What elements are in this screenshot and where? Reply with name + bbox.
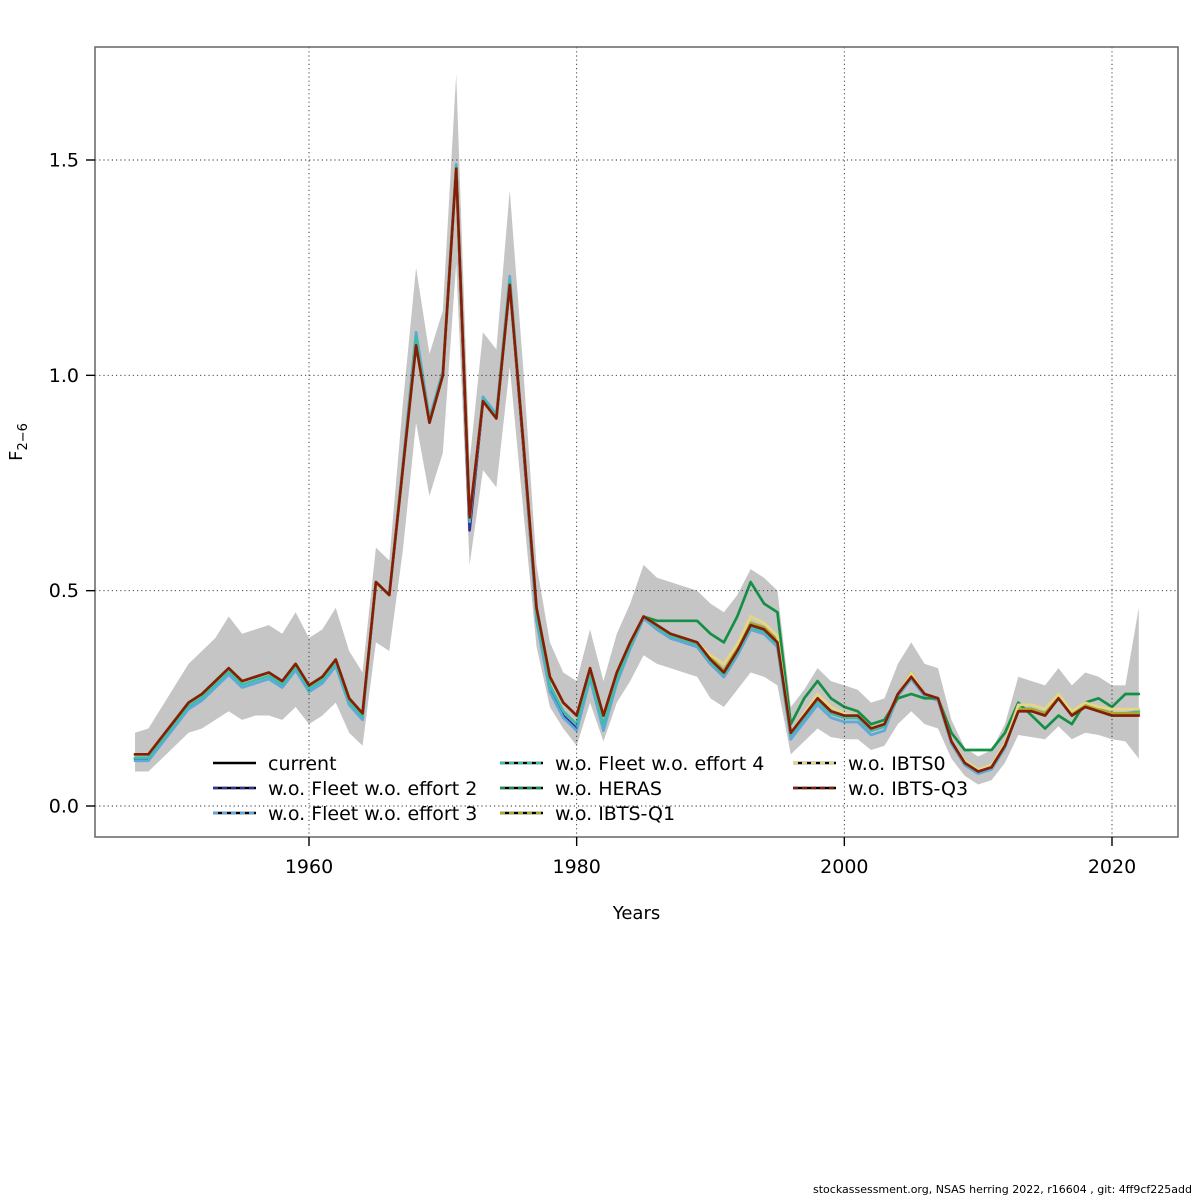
x-tick-label-1960: 1960: [285, 856, 333, 878]
legend-item-w-o-ibts-q1: w.o. IBTS-Q1: [500, 803, 675, 825]
legend-label: w.o. HERAS: [555, 778, 662, 800]
confidence-band: [135, 73, 1139, 785]
legend-item-current: current: [213, 753, 337, 775]
legend-item-w-o-ibts0: w.o. IBTS0: [793, 753, 946, 775]
y-tick-label-1.5: 1.5: [49, 149, 79, 171]
gridlines: [95, 47, 1178, 837]
x-tick-label-2020: 2020: [1088, 856, 1136, 878]
legend-item-w-o-heras: w.o. HERAS: [500, 778, 662, 800]
x-tick-label-2000: 2000: [820, 856, 868, 878]
y-tick-label-0.0: 0.0: [49, 796, 79, 818]
legend-item-w-o-fleet-w-o-effort-2: w.o. Fleet w.o. effort 2: [213, 778, 477, 800]
legend-label: w.o. IBTS-Q1: [555, 803, 675, 825]
legend-label: current: [268, 753, 337, 775]
y-tick-label-1.0: 1.0: [49, 365, 79, 387]
y-tick-label-0.5: 0.5: [49, 580, 79, 602]
legend-label: w.o. Fleet w.o. effort 2: [268, 778, 477, 800]
y-axis-title: F2−6: [6, 423, 31, 461]
legend-item-w-o-fleet-w-o-effort-4: w.o. Fleet w.o. effort 4: [500, 753, 764, 775]
legend: current w.o. Fleet w.o. effort 2 w.o. Flee…: [213, 753, 968, 825]
legend-label: w.o. Fleet w.o. effort 3: [268, 803, 477, 825]
plot-border: [94, 46, 1179, 838]
footer-attribution: stockassessment.org, NSAS herring 2022, …: [813, 1183, 1192, 1196]
legend-label: w.o. IBTS0: [848, 753, 946, 775]
legend-item-w-o-fleet-w-o-effort-3: w.o. Fleet w.o. effort 3: [213, 803, 477, 825]
axes: 1960 1980 2000 2020 0.0 0.5 1.0 1.5 Years F2−6: [6, 149, 1136, 924]
x-tick-label-1980: 1980: [552, 856, 600, 878]
legend-label: w.o. IBTS-Q3: [848, 778, 968, 800]
plot-area: [133, 73, 1141, 785]
legend-label: w.o. Fleet w.o. effort 4: [555, 753, 764, 775]
legend-item-w-o-ibts-q3: w.o. IBTS-Q3: [793, 778, 968, 800]
series-line-w-o-ibts-q3: [133, 167, 1141, 773]
x-axis-title: Years: [612, 903, 661, 924]
